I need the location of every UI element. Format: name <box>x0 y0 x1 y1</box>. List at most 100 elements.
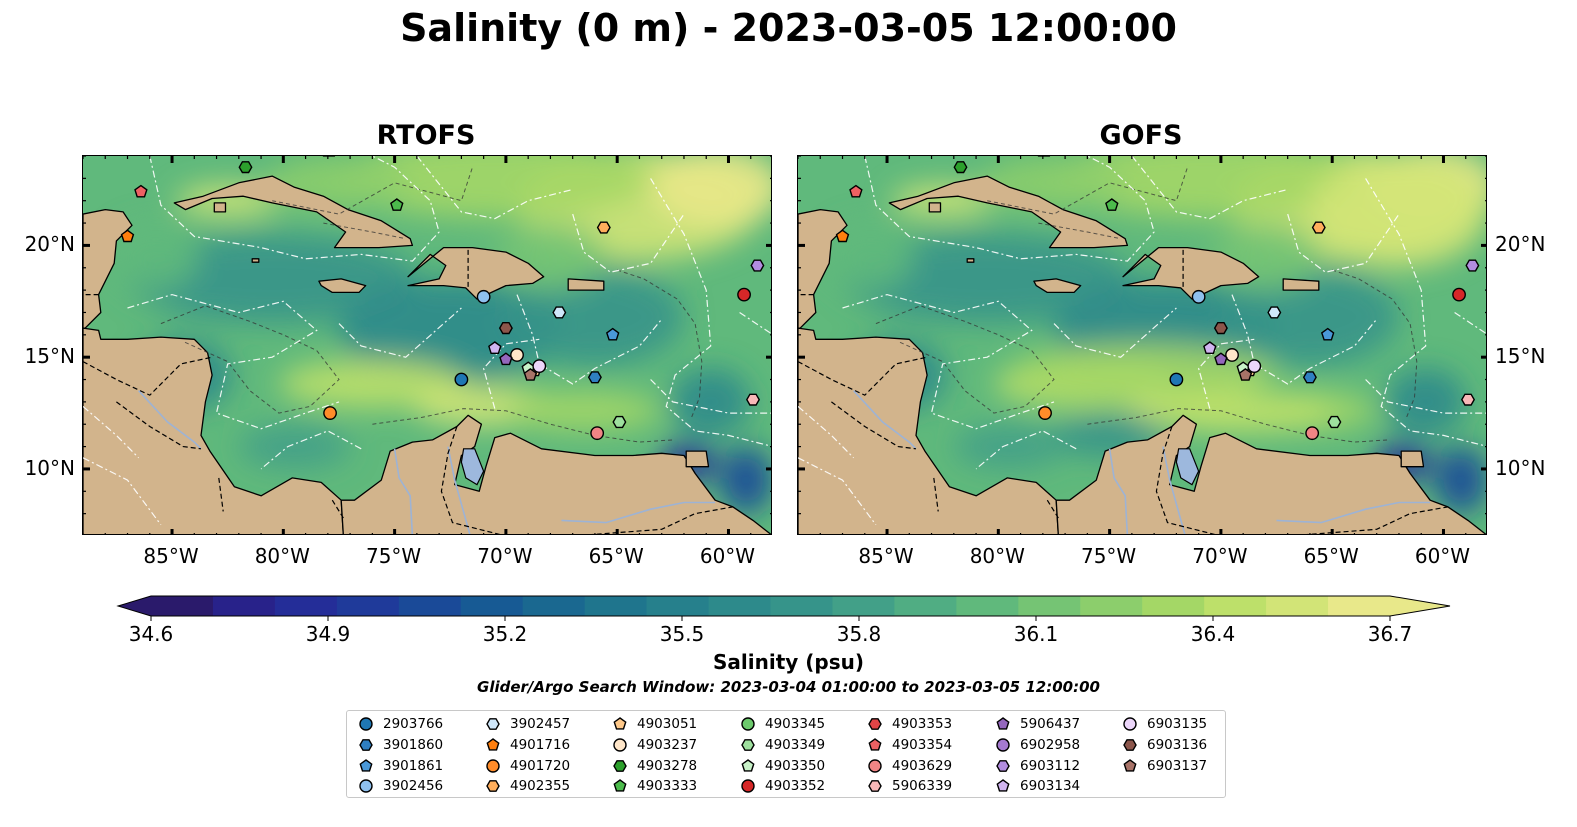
land-yucatan-rtofs <box>83 208 133 329</box>
float-marker-6903136-gofs <box>1213 321 1228 335</box>
river-gofs-0 <box>1108 448 1129 534</box>
eez-boundary-rtofs-2 <box>338 307 462 358</box>
legend-marker-shape <box>996 717 1010 730</box>
legend-label: 4903237 <box>637 736 698 753</box>
legend-item-4903051: 4903051 <box>611 714 697 734</box>
legend-label: 6903134 <box>1020 778 1081 795</box>
legend-label: 3901860 <box>383 736 444 753</box>
float-marker-6903137-rtofs <box>523 368 538 381</box>
legend-marker-hexagon-icon <box>741 738 755 751</box>
lon-tick-rtofs--75: 75°W <box>365 544 422 568</box>
lon-tick-rtofs--85: 85°W <box>143 544 199 568</box>
legend-marker-shape <box>359 758 373 772</box>
bathymetry-contour-gofs-3 <box>1332 269 1418 420</box>
country-border-rtofs-4 <box>440 426 501 534</box>
legend-marker-shape <box>741 779 755 794</box>
lat-tick-left-20: 20°N <box>24 232 75 257</box>
river-gofs-3 <box>1162 446 1186 534</box>
float-marker-3902456-rtofs <box>476 289 491 304</box>
lon-tick-rtofs--80: 80°W <box>254 544 310 568</box>
eez-boundary-gofs-9 <box>798 457 877 526</box>
colorbar-tick-label: 35.8 <box>836 622 882 646</box>
legend-label: 4903051 <box>637 716 698 732</box>
float-marker-4903354-gofs <box>849 184 863 198</box>
eez-boundary-gofs-12 <box>1365 379 1486 414</box>
legend-label: 6902958 <box>1020 736 1081 753</box>
float-marker-6903135-rtofs <box>532 359 547 374</box>
float-marker-5906339-rtofs <box>745 393 761 406</box>
legend-label: 2903766 <box>383 716 444 732</box>
legend-marker-pentagon-icon <box>613 717 627 730</box>
eez-boundary-rtofs-7 <box>482 338 540 409</box>
float-marker-4902355-rtofs <box>596 221 611 234</box>
bathymetry-contour-rtofs-4 <box>272 167 473 215</box>
legend-label: 4903352 <box>765 778 826 795</box>
legend-marker-shape <box>613 779 627 792</box>
lat-tick-right-10: 10°N <box>1495 455 1546 480</box>
legend-item-6902958: 6902958 <box>994 735 1080 755</box>
float-marker-3902457-gofs <box>1267 306 1282 319</box>
lon-tick-gofs--75: 75°W <box>1080 544 1137 568</box>
colorbar-segment <box>460 596 524 616</box>
float-marker-4903349-rtofs <box>612 415 627 429</box>
legend-label: 4903345 <box>765 716 826 732</box>
land-cuba-rtofs <box>173 175 414 249</box>
map-panel-rtofs[interactable] <box>82 155 772 535</box>
legend-marker-shape <box>996 779 1010 792</box>
float-marker-5906437-gofs <box>1214 352 1228 366</box>
lat-tick-left-15: 15°N <box>24 344 75 369</box>
legend-marker-circle-icon <box>613 738 627 752</box>
float-marker-2903766-rtofs <box>454 372 469 387</box>
river-rtofs-3 <box>447 446 471 534</box>
legend-marker-shape <box>486 758 500 773</box>
eez-boundary-rtofs-5 <box>650 178 771 447</box>
colorbar-extend-high <box>1390 596 1450 616</box>
panel-title-rtofs: RTOFS <box>376 120 476 151</box>
float-marker-4903629-gofs <box>1305 426 1320 441</box>
eez-boundary-rtofs-6 <box>260 430 362 470</box>
float-marker-5906437-rtofs <box>499 352 513 366</box>
legend-item-6903135: 6903135 <box>1121 714 1207 734</box>
bathymetry-contour-rtofs-3 <box>617 269 703 420</box>
bathymetry-contour-gofs-0 <box>875 305 1055 414</box>
land-hispaniola-gofs <box>1122 246 1260 300</box>
legend-label: 3902457 <box>510 716 571 732</box>
legend-marker-shape <box>359 738 373 751</box>
country-border-gofs-4 <box>1155 426 1216 534</box>
colorbar-segment <box>336 596 400 616</box>
legend-marker-circle-icon <box>359 717 373 731</box>
map-panel-gofs[interactable] <box>797 155 1487 535</box>
legend-marker-circle-icon <box>741 779 755 794</box>
colorbar-segment <box>274 596 338 616</box>
legend-marker-shape <box>996 759 1010 772</box>
colorbar-tick-label: 34.9 <box>305 622 351 646</box>
legend-label: 4902355 <box>510 778 571 795</box>
colorbar-segment <box>708 596 772 616</box>
legend-marker-hexagon-icon <box>486 780 500 793</box>
river-gofs-2 <box>1276 501 1431 524</box>
legend-item-4903629: 4903629 <box>866 756 952 776</box>
legend-label: 4903350 <box>765 757 826 774</box>
colorbar-tick-label: 36.1 <box>1013 622 1059 646</box>
eez-boundary-rtofs-1 <box>127 293 340 430</box>
legend-marker-shape <box>868 780 882 793</box>
legend-marker-shape <box>741 738 755 751</box>
lon-tick-gofs--85: 85°W <box>858 544 914 568</box>
legend-marker-pentagon-icon <box>613 779 627 792</box>
float-marker-4901716-gofs <box>835 229 850 243</box>
legend-item-4903349: 4903349 <box>739 735 825 755</box>
figure-title: Salinity (0 m) - 2023-03-05 12:00:00 <box>400 6 1177 50</box>
land-south-america-rtofs <box>340 414 771 534</box>
float-legend: 2903766 3901860 3901861 3902456 3902457 49017… <box>346 710 1226 798</box>
country-border-gofs-0 <box>798 356 928 396</box>
colorbar-segment <box>398 596 462 616</box>
legend-item-4903352: 4903352 <box>739 776 825 796</box>
lat-tick-right-15: 15°N <box>1495 344 1546 369</box>
eez-boundary-gofs-10 <box>798 405 855 459</box>
float-marker-4903333-gofs <box>1105 198 1119 211</box>
float-marker-6903137-gofs <box>1238 368 1253 381</box>
land-trinidad-gofs <box>1400 450 1425 468</box>
eez-boundary-rtofs-4 <box>572 213 685 273</box>
eez-boundary-rtofs-3 <box>516 294 663 385</box>
map-canvas-gofs <box>798 156 1486 534</box>
